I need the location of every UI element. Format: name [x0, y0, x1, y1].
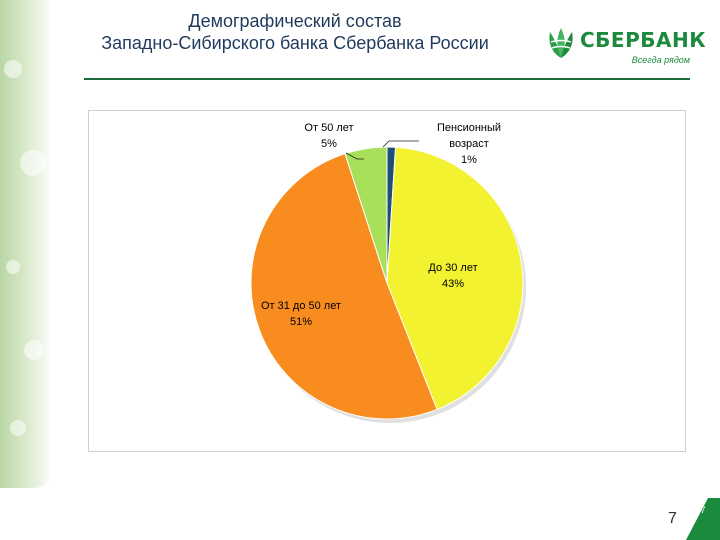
chart-area: Пенсионный возраст 1% До 30 лет 43% От 31 до … — [88, 110, 686, 452]
slide-title: Демографический состав Западно-Сибирског… — [60, 10, 530, 54]
slice-under-30-label: До 30 лет 43% — [428, 262, 477, 290]
slice-31-50 — [250, 153, 438, 420]
slice-under-30 — [386, 146, 524, 411]
slide-title-line2: Западно-Сибирского банка Сбербанка Росси… — [101, 33, 489, 53]
logo-wordmark: СБЕРБАНК — [580, 28, 707, 52]
slice-over-50-label: От 50 лет 5% — [304, 122, 353, 150]
slide-title-line1: Демографический состав — [188, 11, 402, 31]
pie-chart: Пенсионный возраст 1% До 30 лет 43% От 31 до … — [250, 122, 526, 423]
slice-31-50-label: От 31 до 50 лет 51% — [261, 300, 341, 328]
sberbank-logo: СБЕРБАНК Всегда рядом — [546, 24, 706, 70]
page-number: 7 — [668, 510, 677, 527]
logo-slogan: Всегда рядом — [631, 55, 690, 65]
slice-over-50-leader-line — [345, 152, 364, 160]
page-corner-number: 7 — [700, 505, 706, 515]
title-divider — [84, 78, 690, 80]
page-corner-tab: 7 — [686, 498, 720, 540]
slice-pension-leader-line — [382, 140, 419, 148]
slice-pension-label: Пенсионный возраст 1% — [437, 122, 501, 166]
background-foliage-strip — [0, 0, 52, 488]
sberbank-leaf-icon — [549, 28, 573, 58]
slice-over-50 — [344, 146, 388, 284]
